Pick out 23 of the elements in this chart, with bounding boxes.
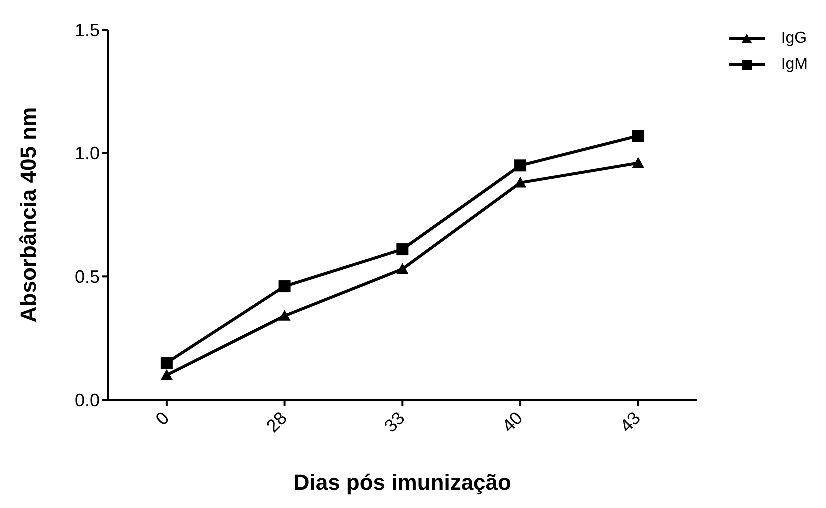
legend-label: IgM: [781, 56, 808, 74]
y-tick-label: 0.0: [74, 390, 100, 410]
point: [278, 280, 291, 293]
point: [278, 310, 291, 321]
point: [396, 263, 409, 274]
y-axis-title: Absorbância 405 nm: [16, 107, 41, 323]
point: [632, 130, 644, 142]
x-axis-title: Dias pós imunização: [294, 470, 512, 495]
legend-label: IgG: [781, 30, 808, 48]
point: [632, 157, 644, 168]
x-tick-label: 28: [262, 408, 291, 436]
point: [396, 244, 409, 256]
y-tick-label: 0.5: [74, 267, 100, 288]
y-tick-label: 1.5: [74, 20, 100, 40]
point: [514, 176, 527, 188]
x-tick-label: 0: [152, 408, 174, 430]
x-tick-label: 33: [380, 408, 409, 436]
x-tick-label: 40: [498, 408, 527, 436]
point: [160, 369, 173, 380]
point: [514, 160, 527, 172]
x-tick-label: 43: [616, 408, 645, 436]
y-tick-label: 1.0: [74, 144, 100, 164]
point: [160, 357, 173, 369]
